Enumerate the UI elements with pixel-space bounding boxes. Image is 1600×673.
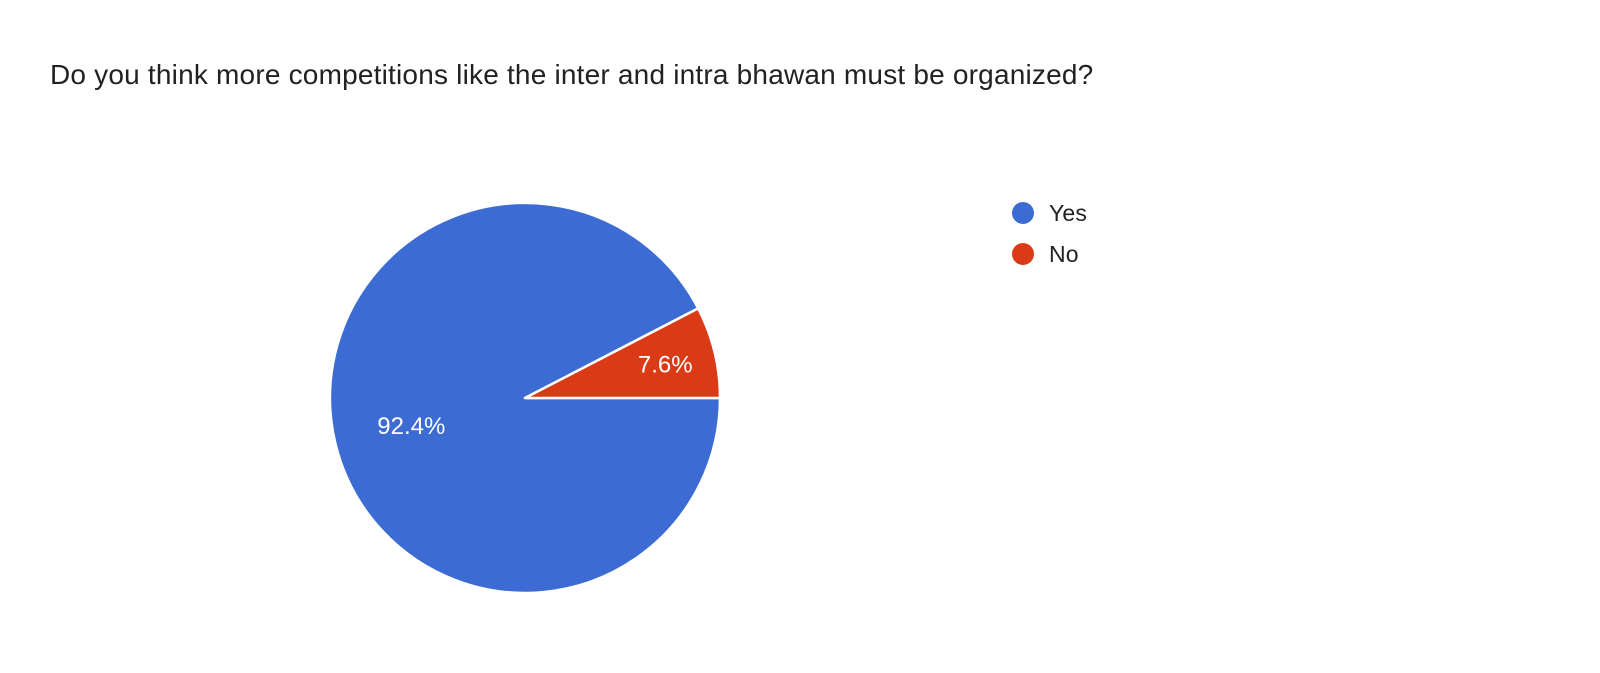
chart-title: Do you think more competitions like the …	[50, 59, 1094, 90]
legend-item-yes: Yes	[1012, 199, 1088, 226]
legend-swatch-no	[1012, 243, 1034, 265]
chart-legend: Yes No	[1012, 199, 1088, 267]
pie-chart-area: 92.4% 7.6%	[325, 198, 725, 598]
legend-label-no: No	[1049, 240, 1079, 267]
legend-item-no: No	[1012, 240, 1087, 267]
pie-slice-label-yes: 92.4%	[377, 413, 445, 440]
legend-label-yes: Yes	[1049, 199, 1088, 226]
pie-slice-label-no: 7.6%	[638, 351, 693, 378]
pie-slice-no	[523, 307, 722, 400]
pie-chart: 92.4% 7.6%	[328, 201, 722, 595]
legend-swatch-yes	[1012, 202, 1034, 224]
